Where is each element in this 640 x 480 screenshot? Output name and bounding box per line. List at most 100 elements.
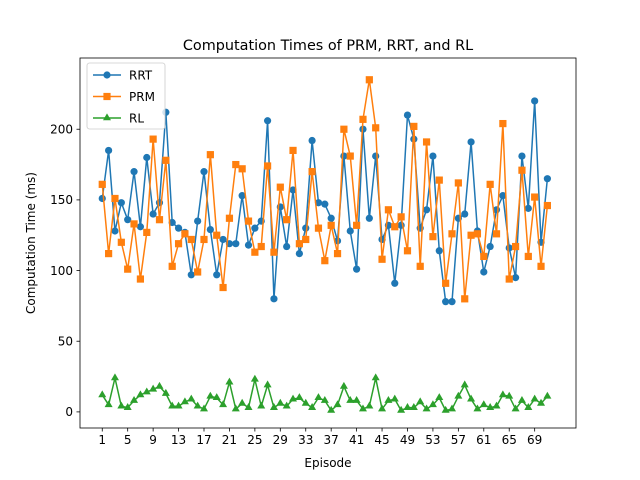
data-point-rl bbox=[199, 404, 209, 412]
data-point-rl bbox=[492, 401, 501, 409]
data-point-prm bbox=[505, 275, 513, 283]
data-point-prm bbox=[429, 233, 437, 241]
x-axis: 1 5 9 13 17 21 25 29 33 37 41 45 49 53 57 61 65 69 bbox=[98, 428, 542, 447]
data-point-rl bbox=[276, 398, 285, 406]
x-tick-label: 65 bbox=[502, 433, 517, 447]
data-point-rrt bbox=[429, 152, 437, 160]
data-point-rl bbox=[530, 394, 539, 402]
data-point-rrt bbox=[295, 249, 303, 258]
legend-label-rl: RL bbox=[129, 111, 144, 125]
data-point-rl bbox=[435, 393, 444, 401]
legend-marker-rl bbox=[102, 113, 112, 121]
data-point-rrt bbox=[130, 168, 138, 176]
data-point-rrt bbox=[124, 216, 132, 224]
data-point-rl bbox=[244, 403, 253, 410]
data-point-prm bbox=[448, 230, 456, 238]
data-point-rl bbox=[454, 391, 463, 399]
data-point-prm bbox=[480, 252, 488, 261]
data-point-prm bbox=[314, 224, 323, 232]
data-point-rl bbox=[212, 393, 221, 401]
data-point-rl bbox=[390, 394, 399, 402]
data-point-rl bbox=[543, 391, 552, 399]
x-tick-label: 13 bbox=[171, 433, 186, 447]
data-point-prm bbox=[289, 146, 297, 155]
data-point-prm bbox=[359, 115, 367, 123]
data-point-rrt bbox=[543, 175, 551, 183]
data-point-rrt bbox=[480, 268, 488, 276]
data-point-rl bbox=[422, 404, 431, 412]
x-axis-label: Episode bbox=[304, 456, 351, 470]
data-point-prm bbox=[524, 252, 532, 261]
x-tick-label: 45 bbox=[374, 433, 389, 447]
data-point-rrt bbox=[219, 235, 227, 244]
data-point-rl bbox=[428, 400, 437, 408]
data-point-prm bbox=[473, 230, 482, 238]
data-point-rl bbox=[136, 390, 145, 398]
data-point-prm bbox=[416, 262, 424, 270]
data-point-rrt bbox=[403, 111, 412, 119]
x-tick-label: 61 bbox=[476, 433, 491, 447]
x-tick-label: 49 bbox=[400, 433, 415, 447]
data-point-rrt bbox=[442, 298, 450, 306]
data-point-rl bbox=[174, 401, 183, 409]
plot-area bbox=[98, 76, 552, 413]
y-axis: 0 50 100 150 200 bbox=[50, 122, 80, 419]
data-point-prm bbox=[454, 179, 462, 187]
data-point-prm bbox=[327, 221, 335, 229]
data-point-rl bbox=[384, 395, 393, 403]
data-point-rl bbox=[314, 393, 323, 401]
data-point-rrt bbox=[149, 210, 157, 218]
data-point-rrt bbox=[143, 153, 151, 162]
y-tick-label: 100 bbox=[50, 264, 73, 278]
data-point-rrt bbox=[289, 186, 297, 194]
data-point-rl bbox=[371, 373, 380, 381]
data-point-rl bbox=[238, 398, 247, 406]
data-point-prm bbox=[333, 249, 342, 258]
data-point-rl bbox=[378, 404, 387, 412]
data-point-prm bbox=[219, 283, 227, 292]
data-point-prm bbox=[461, 295, 469, 303]
x-tick-label: 29 bbox=[273, 433, 288, 447]
data-point-prm bbox=[321, 257, 329, 265]
data-point-rl bbox=[187, 394, 196, 402]
data-point-rrt bbox=[238, 192, 246, 200]
data-point-rrt bbox=[213, 271, 221, 279]
data-point-prm bbox=[155, 216, 164, 224]
series-prm bbox=[98, 76, 551, 303]
data-point-rl bbox=[308, 403, 317, 410]
data-point-rrt bbox=[486, 242, 494, 251]
plot-frame bbox=[79, 57, 577, 429]
data-point-prm bbox=[225, 214, 234, 222]
legend-item-prm: PRM bbox=[93, 90, 155, 104]
data-point-rl bbox=[193, 401, 202, 409]
data-point-prm bbox=[511, 242, 520, 251]
data-point-prm bbox=[372, 124, 380, 132]
data-point-rrt bbox=[314, 199, 323, 207]
data-point-rl bbox=[123, 403, 132, 410]
data-point-rrt bbox=[206, 225, 214, 234]
data-point-rl bbox=[180, 397, 189, 405]
data-point-rl bbox=[155, 381, 164, 389]
data-point-prm bbox=[531, 193, 539, 201]
x-tick-label: 25 bbox=[247, 433, 262, 447]
data-point-rl bbox=[441, 405, 450, 413]
data-point-rl bbox=[479, 400, 488, 408]
data-point-prm bbox=[187, 235, 195, 244]
data-point-rl bbox=[263, 380, 272, 388]
data-point-rl bbox=[537, 398, 546, 406]
data-point-prm bbox=[442, 279, 450, 287]
x-tick-label: 69 bbox=[527, 433, 542, 447]
data-point-prm bbox=[194, 268, 202, 276]
data-point-rrt bbox=[308, 136, 316, 145]
data-point-rl bbox=[231, 404, 240, 412]
data-point-rrt bbox=[365, 214, 373, 222]
data-point-rrt bbox=[346, 227, 354, 235]
data-point-prm bbox=[238, 165, 246, 173]
data-point-rrt bbox=[105, 146, 113, 155]
data-point-prm bbox=[486, 180, 494, 188]
legend: RRT PRM RL bbox=[86, 62, 166, 130]
data-point-prm bbox=[162, 156, 170, 164]
data-point-rrt bbox=[340, 152, 348, 160]
data-point-rrt bbox=[511, 274, 520, 282]
legend-label-rrt: RRT bbox=[129, 68, 153, 82]
